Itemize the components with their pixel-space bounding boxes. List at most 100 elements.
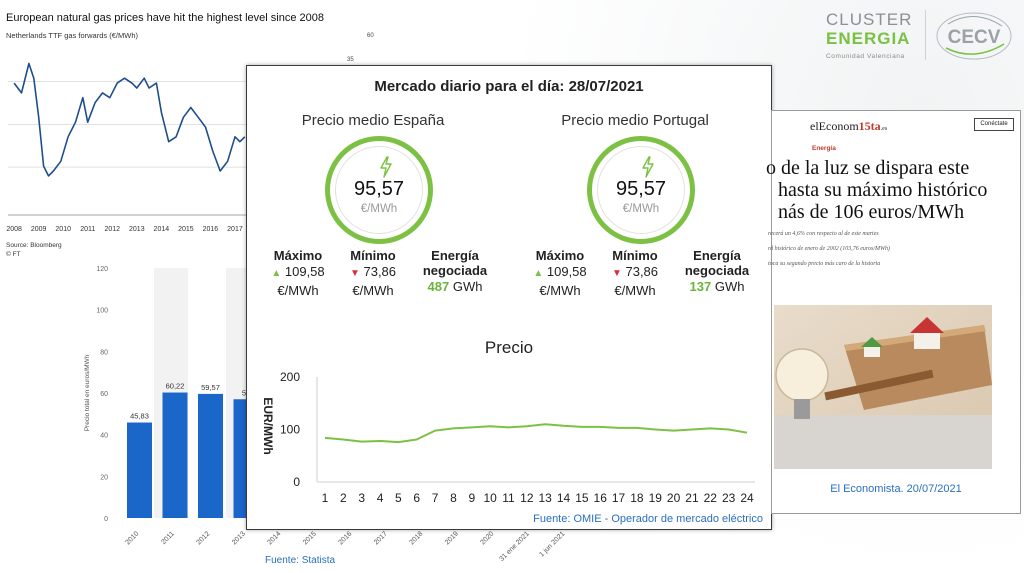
min-label: Mínimo: [350, 248, 396, 263]
bar-2010: [127, 422, 152, 518]
gas-x-tick-label: 2013: [129, 226, 145, 233]
eco-caption: El Economista. 20/07/2021: [830, 483, 962, 495]
spain-min: Mínimo ▼ 73,86 €/MWh: [343, 248, 403, 299]
energy-label-2: negociada: [422, 263, 488, 278]
portugal-min-number: 73,86: [625, 264, 659, 279]
bar-value-label: 60,22: [166, 382, 185, 391]
portugal-max-value: ▲ 109,58: [530, 263, 590, 282]
energy-label-1: Energía: [693, 248, 741, 263]
omie-x-tick-label: 24: [740, 491, 754, 505]
omie-y-axis-label: EUR/MWh: [261, 397, 275, 454]
portugal-energy-value: 137 GWh: [677, 278, 757, 295]
omie-y-tick-label: 200: [280, 370, 300, 384]
omie-x-tick-label: 8: [450, 491, 457, 505]
omie-price-line: [324, 423, 748, 444]
energy-label-1: Energía: [431, 248, 479, 263]
up-triangle-icon: ▲: [533, 268, 544, 279]
omie-x-tick-label: 22: [704, 491, 718, 505]
ring-inner: 95,57 €/MWh: [597, 146, 685, 234]
down-triangle-icon: ▼: [611, 268, 622, 279]
gas-x-tick-label: 2014: [154, 226, 170, 233]
spain-energy-value: 487 GWh: [415, 278, 495, 295]
lightning-icon: [380, 156, 392, 178]
portugal-min-value: ▼ 73,86: [605, 263, 665, 282]
bar-y-tick-label: 80: [100, 349, 108, 356]
omie-x-tick-label: 7: [432, 491, 439, 505]
bar-x-axis-label: 2019: [444, 530, 460, 546]
eco-headline-line2: hasta su máximo histórico: [778, 179, 988, 201]
gas-x-tick-label: 2012: [104, 226, 120, 233]
gas-right-tick-35: 35: [347, 57, 354, 63]
gwh-unit: GWh: [452, 279, 483, 294]
gas-source-bloomberg: Source: Bloomberg: [6, 242, 62, 249]
omie-x-tick-label: 11: [502, 491, 515, 505]
lightbulb-house-photo: [774, 305, 992, 469]
portugal-price-ring: 95,57 €/MWh: [587, 136, 695, 244]
spain-max-value: ▲ 109,58: [268, 263, 328, 282]
bar-y-tick-label: 20: [100, 474, 108, 481]
statista-source: Fuente: Statista: [265, 555, 336, 566]
bar-y-tick-label: 120: [96, 266, 108, 273]
portugal-max-unit: €/MWh: [539, 283, 581, 298]
bar-x-axis-label: 2016: [337, 530, 353, 546]
omie-title: Mercado diario para el día: 28/07/2021: [374, 78, 644, 95]
gas-x-tick-label: 2009: [31, 226, 47, 233]
max-label: Máximo: [273, 248, 323, 263]
portugal-avg-price: 95,57: [615, 178, 667, 200]
omie-x-tick-label: 19: [649, 491, 663, 505]
gas-chart-subtitle: Netherlands TTF gas forwards (€/MWh): [6, 31, 138, 40]
omie-source: Fuente: OMIE - Operador de mercado eléct…: [533, 513, 763, 525]
spain-stats: Máximo ▲ 109,58 €/MWh Mínimo ▼ 73,86 €/M…: [253, 248, 503, 308]
omie-x-tick-label: 1: [322, 491, 329, 505]
eco-summary-line2: rd histórico de enero de 2002 (103,76 eu…: [768, 246, 890, 252]
bar-x-axis-label: 2015: [302, 530, 318, 546]
gas-x-tick-label: 2011: [80, 226, 95, 233]
eco-headline-line3: nás de 106 euros/MWh: [778, 201, 965, 223]
eco-logo-c: .es: [880, 126, 888, 132]
bar-x-axis-label: 2020: [479, 530, 495, 546]
bar-x-axis-label: 31 ene 2021: [498, 530, 531, 563]
portugal-energy-number: 137: [689, 279, 712, 294]
bar-x-axis-label: 2017: [373, 530, 389, 546]
gas-x-tick-label: 2010: [55, 226, 71, 233]
omie-x-tick-label: 16: [594, 491, 608, 505]
portugal-label: Precio medio Portugal: [561, 112, 709, 129]
down-triangle-icon: ▼: [349, 268, 360, 279]
gas-price-chart: European natural gas prices have hit the…: [0, 0, 374, 265]
spain-min-number: 73,86: [363, 264, 397, 279]
omie-x-tick-label: 3: [358, 491, 365, 505]
spain-max-number: 109,58: [284, 264, 325, 279]
eco-logo-b: 15ta: [858, 119, 881, 133]
eco-headline: o de la luz se dispara este hasta su máx…: [766, 157, 1016, 223]
omie-x-tick-label: 20: [667, 491, 681, 505]
gwh-unit: GWh: [714, 279, 745, 294]
bar-x-axis-label: 2012: [195, 530, 211, 546]
bar-y-tick-label: 0: [104, 516, 108, 523]
omie-x-tick-label: 5: [395, 491, 402, 505]
bar-y-axis-label: Precio total en euros/MWh: [84, 354, 91, 431]
connect-button[interactable]: Conéctate: [974, 118, 1014, 131]
portugal-energy: Energía negociada 137 GWh: [677, 248, 757, 295]
eco-logo-a: elEconom: [810, 119, 859, 133]
eco-headline-line1: o de la luz se dispara este: [766, 157, 970, 179]
gas-chart-title: European natural gas prices have hit the…: [6, 12, 324, 24]
bar-y-tick-label: 100: [96, 308, 108, 315]
gas-x-tick-label: 2015: [178, 226, 194, 233]
cluster-energia-logo: CLUSTER ENERGIA Comunidad Valenciana CEC…: [822, 8, 1018, 64]
gas-series-line: [13, 62, 246, 177]
spain-min-value: ▼ 73,86: [343, 263, 403, 282]
precio-chart-title: Precio: [484, 338, 534, 357]
logo-divider: [925, 10, 926, 60]
bar-x-axis-label: 2011: [160, 530, 176, 546]
omie-x-tick-label: 13: [538, 491, 552, 505]
portugal-price-unit: €/MWh: [622, 203, 660, 215]
gas-source-ft: © FT: [6, 251, 21, 258]
spain-label: Precio medio España: [301, 112, 445, 129]
bar-y-tick-label: 40: [100, 433, 108, 440]
eco-summary-line1: recerá un 4,6% con respecto al de este m…: [768, 231, 879, 237]
logo-comunidad-text: Comunidad Valenciana: [826, 53, 905, 60]
omie-x-tick-label: 12: [520, 491, 534, 505]
omie-y-tick-label: 100: [280, 423, 300, 437]
portugal-max-number: 109,58: [546, 264, 587, 279]
portugal-min-unit: €/MWh: [614, 283, 656, 298]
